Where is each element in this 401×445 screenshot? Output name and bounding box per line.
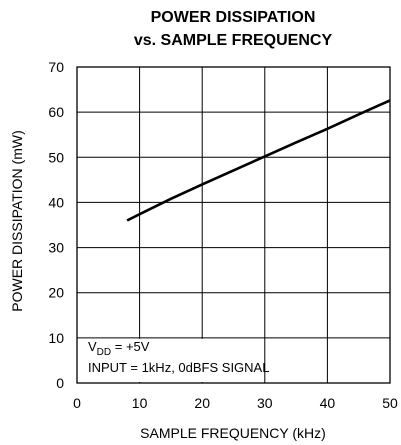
annotation: VDD = +5V INPUT = 1kHz, 0dBFS SIGNAL [88,339,269,375]
series-line-0 [126,99,391,222]
x-tick-labels: 0 10 20 30 40 50 [73,395,398,411]
y-tick-label-40: 40 [48,194,64,210]
annotation-vdd-value: = +5V [111,339,150,354]
y-tick-label-0: 0 [56,375,64,391]
plot-frame [76,66,391,384]
grid [77,67,390,383]
annotation-dd-subscript: DD [97,347,111,358]
y-tick-label-30: 30 [48,240,64,256]
plot-border [76,66,391,384]
x-axis-label: SAMPLE FREQUENCY (kHz) [140,425,326,441]
x-tick-label-10: 10 [132,395,148,411]
x-tick-label-40: 40 [320,395,336,411]
y-tick-label-70: 70 [48,59,64,75]
annotation-v: V [88,339,97,354]
y-tick-label-20: 20 [48,285,64,301]
y-tick-label-60: 60 [48,104,64,120]
annotation-backdrop [78,338,264,382]
y-tick-labels: 0 10 20 30 40 50 60 70 [48,59,64,391]
y-tick-label-10: 10 [48,330,64,346]
y-tick-label-50: 50 [48,149,64,165]
x-tick-label-30: 30 [257,395,273,411]
annotation-line-1: VDD = +5V [88,339,150,358]
annotation-line-2: INPUT = 1kHz, 0dBFS SIGNAL [88,360,269,375]
x-tick-label-0: 0 [73,395,81,411]
y-axis-label: POWER DISSIPATION (mW) [9,130,25,311]
series-layer [126,99,391,222]
x-tick-label-50: 50 [382,395,398,411]
chart-title: POWER DISSIPATION [151,9,316,26]
annotation-background [78,338,264,382]
x-tick-label-20: 20 [194,395,210,411]
chart-subtitle: vs. SAMPLE FREQUENCY [134,32,333,49]
